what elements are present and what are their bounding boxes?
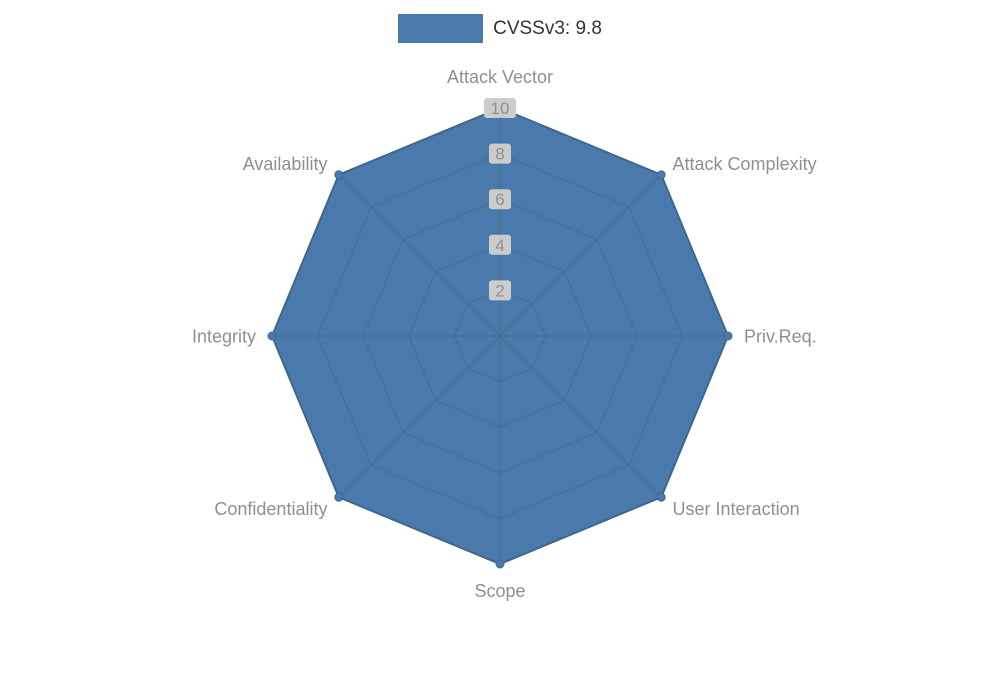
legend-marker bbox=[398, 14, 484, 43]
axis-label-attack-complexity: Attack Complexity bbox=[673, 154, 817, 174]
tick-label: 2 bbox=[495, 281, 504, 300]
tick-label-bg bbox=[489, 189, 511, 210]
axis-label-scope: Scope bbox=[474, 581, 525, 601]
grid-ring bbox=[408, 244, 592, 428]
axis-spoke bbox=[499, 174, 662, 337]
vertex-dot bbox=[495, 559, 505, 569]
grid-ring bbox=[317, 153, 683, 519]
vertex-dot bbox=[656, 170, 666, 180]
tick-label-bg bbox=[489, 143, 511, 164]
grid-ring bbox=[453, 289, 547, 383]
legend-item[interactable]: CVSSv3: 9.8 bbox=[398, 14, 602, 43]
vertex-dot bbox=[334, 492, 344, 502]
axis-label-user-interaction: User Interaction bbox=[673, 499, 800, 519]
vertex-dot bbox=[723, 331, 733, 341]
axis-label-integrity: Integrity bbox=[192, 326, 256, 346]
tick-label: 10 bbox=[491, 99, 510, 118]
tick-label-bg bbox=[489, 280, 511, 301]
axis-spoke bbox=[338, 174, 501, 337]
axis-spoke bbox=[499, 335, 662, 498]
legend: CVSSv3: 9.8 bbox=[0, 14, 1000, 43]
vertex-dot bbox=[267, 331, 277, 341]
tick-label-bg bbox=[484, 98, 516, 118]
tick-label: 6 bbox=[495, 190, 504, 209]
axis-label-confidentiality: Confidentiality bbox=[214, 499, 327, 519]
axis-label-availability: Availability bbox=[243, 154, 328, 174]
legend-label: CVSSv3: 9.8 bbox=[493, 17, 602, 39]
tick-label: 4 bbox=[495, 236, 504, 255]
axis-spoke bbox=[338, 335, 501, 498]
vertex-dot bbox=[656, 492, 666, 502]
tick-label: 8 bbox=[495, 145, 504, 164]
tick-label-bg bbox=[489, 234, 511, 255]
grid-ring bbox=[362, 198, 638, 474]
axis-label-priv-req: Priv.Req. bbox=[744, 326, 817, 346]
axis-label-attack-vector: Attack Vector bbox=[447, 67, 553, 87]
vertex-dot bbox=[334, 170, 344, 180]
